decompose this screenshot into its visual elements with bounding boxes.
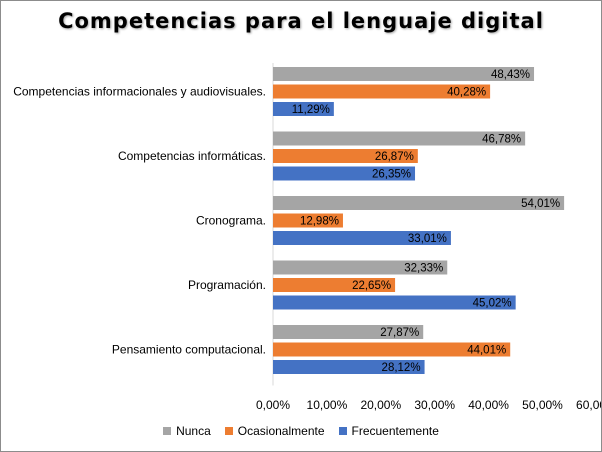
data-label: 27,87% bbox=[380, 327, 419, 339]
category-label: Competencias informacionales y audiovisu… bbox=[13, 85, 266, 99]
legend-swatch bbox=[224, 427, 233, 435]
legend-swatch bbox=[338, 427, 347, 435]
category-label: Programación. bbox=[188, 278, 266, 292]
bar-frecuentemente bbox=[273, 360, 425, 374]
bar-ocasionalmente bbox=[273, 213, 343, 228]
bar-nunca bbox=[273, 325, 424, 339]
category-label: Pensamiento computacional. bbox=[112, 343, 266, 357]
x-tick-label: 50,00% bbox=[522, 398, 563, 412]
data-label: 45,02% bbox=[473, 298, 512, 310]
legend-item-ocasionalmente: Ocasionalmente bbox=[224, 424, 325, 438]
data-label: 28,12% bbox=[382, 362, 421, 374]
bar-ocasionalmente bbox=[273, 84, 491, 99]
bar-nunca bbox=[273, 260, 448, 275]
chart-legend: Nunca Ocasionalmente Frecuentemente bbox=[1, 424, 601, 438]
data-label: 46,78% bbox=[482, 134, 521, 146]
data-label: 26,87% bbox=[375, 151, 414, 163]
bar-nunca bbox=[273, 131, 526, 146]
data-label: 44,01% bbox=[467, 345, 506, 357]
chart-title: Competencias para el lenguaje digital bbox=[58, 9, 544, 33]
data-label: 32,33% bbox=[404, 263, 443, 275]
bar-frecuentemente bbox=[273, 231, 451, 245]
data-label: 40,28% bbox=[447, 87, 486, 99]
legend-label: Ocasionalmente bbox=[237, 424, 325, 438]
data-label: 33,01% bbox=[408, 233, 447, 245]
data-label: 11,29% bbox=[292, 104, 330, 116]
legend-label: Nunca bbox=[176, 424, 211, 438]
legend-swatch bbox=[163, 427, 172, 435]
bar-nunca bbox=[273, 196, 565, 210]
data-label: 54,01% bbox=[521, 198, 560, 210]
legend-item-frecuentemente: Frecuentemente bbox=[338, 424, 439, 438]
x-tick-label: 10,00% bbox=[307, 398, 348, 412]
x-tick-label: 30,00% bbox=[414, 398, 455, 412]
bar-ocasionalmente bbox=[273, 278, 396, 292]
bar-frecuentemente bbox=[273, 102, 334, 116]
x-tick-label: 40,00% bbox=[468, 398, 509, 412]
data-label: 22,65% bbox=[352, 280, 391, 292]
category-label: Cronograma. bbox=[196, 214, 266, 228]
category-label: Competencias informáticas. bbox=[118, 149, 266, 163]
legend-item-nunca: Nunca bbox=[163, 424, 211, 438]
bar-frecuentemente bbox=[273, 295, 516, 310]
x-tick-label: 60,00% bbox=[576, 398, 601, 412]
x-tick-label: 20,00% bbox=[360, 398, 401, 412]
bar-frecuentemente bbox=[273, 166, 416, 181]
data-label: 12,98% bbox=[300, 216, 339, 228]
data-label: 26,35% bbox=[372, 169, 411, 181]
x-tick-label: 0,00% bbox=[256, 398, 290, 412]
bar-ocasionalmente bbox=[273, 342, 511, 357]
legend-label: Frecuentemente bbox=[351, 424, 439, 438]
bar-ocasionalmente bbox=[273, 149, 418, 163]
bar-nunca bbox=[273, 67, 535, 81]
data-label: 48,43% bbox=[491, 69, 530, 81]
